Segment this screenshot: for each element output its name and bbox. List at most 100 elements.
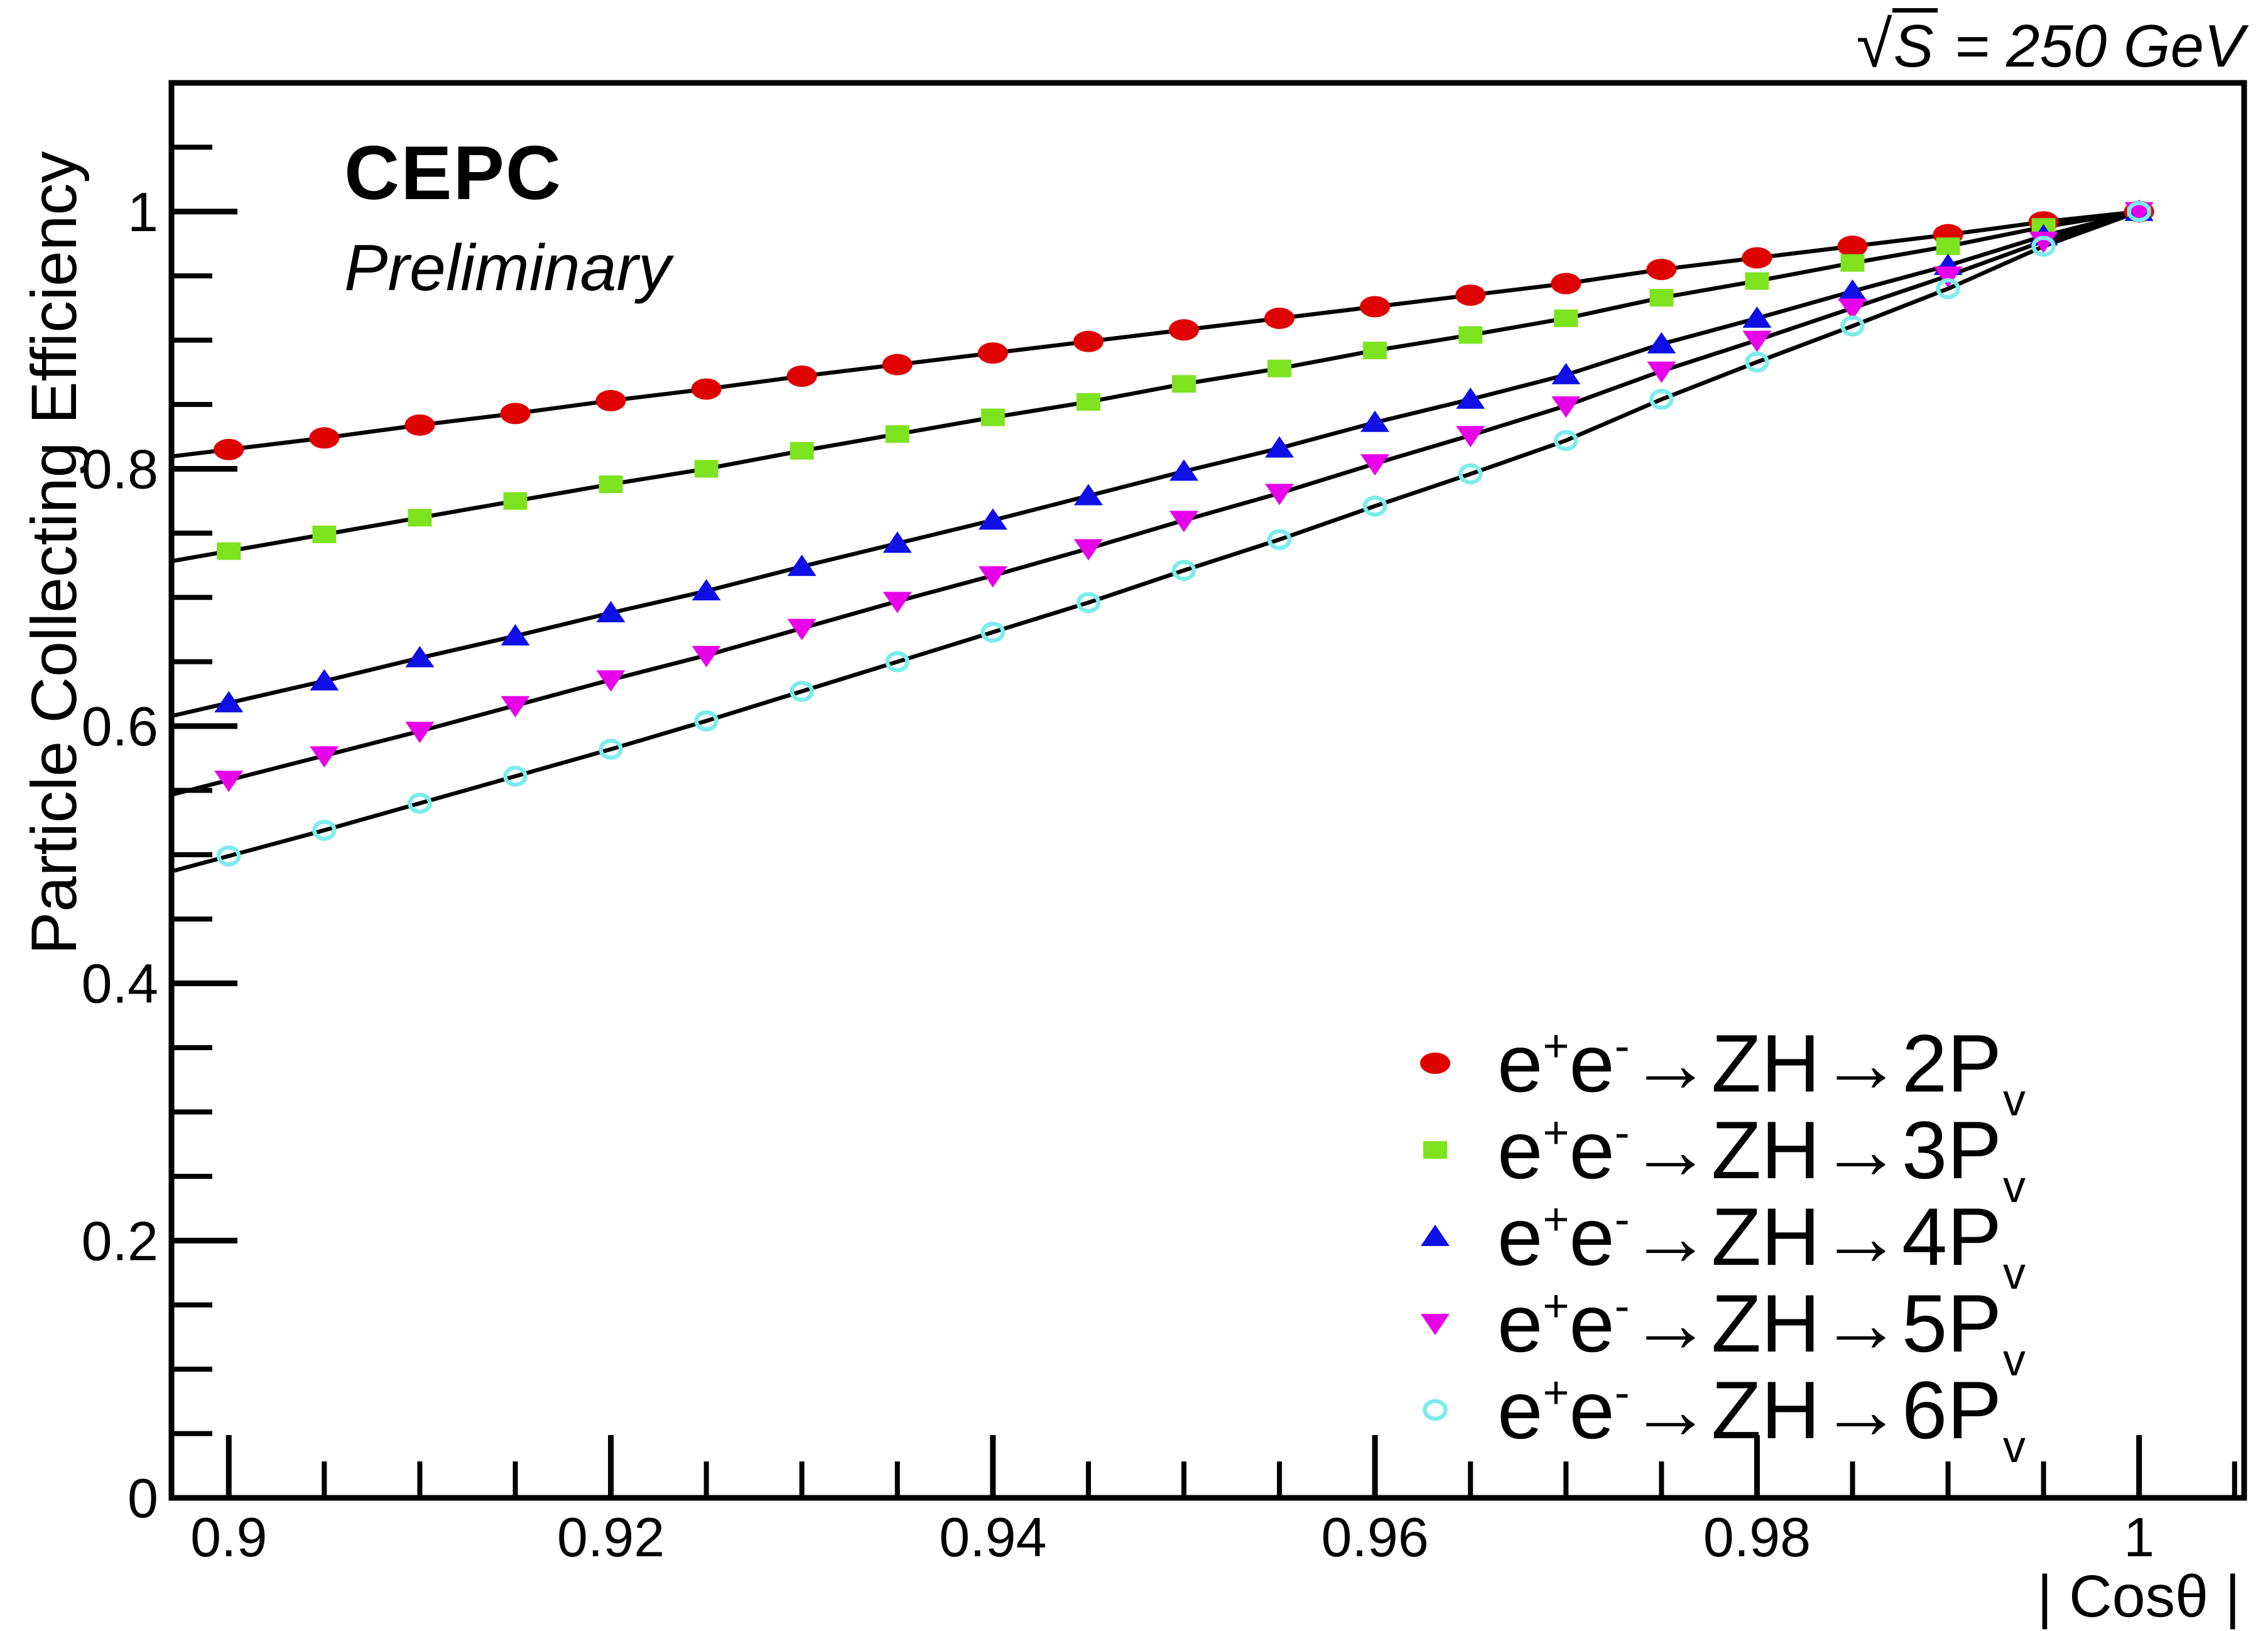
series-marker-2pv <box>786 365 817 387</box>
series-marker-5pv <box>1933 266 1963 288</box>
x-tick-label: 0.98 <box>1703 1506 1811 1568</box>
series-marker-2pv <box>1264 307 1295 329</box>
series-marker-3pv <box>1649 289 1674 307</box>
triangle-down-icon <box>1421 1314 1450 1335</box>
series-marker-5pv <box>1169 511 1198 533</box>
legend-item-2pv: e+e-→ZH→2Pv <box>1401 1017 2026 1125</box>
series-marker-4pv <box>1360 410 1390 432</box>
x-tick-label: 1 <box>2124 1506 2154 1568</box>
status-label: Preliminary <box>344 232 671 305</box>
series-marker-6pv <box>980 621 1006 643</box>
series-marker-6pv <box>1745 351 1769 373</box>
series-marker-2pv <box>1646 258 1677 280</box>
series-marker-5pv <box>1551 396 1581 418</box>
triangle-up-icon <box>1421 1225 1450 1246</box>
series-marker-5pv <box>787 619 817 641</box>
series-line-5pv <box>171 209 2140 797</box>
x-tick-label: 0.9 <box>190 1506 267 1568</box>
series-marker-2pv <box>595 389 626 411</box>
series-marker-6pv <box>1649 389 1674 410</box>
series-marker-4pv <box>1456 387 1485 409</box>
series-marker-3pv <box>1363 342 1387 360</box>
series-line-2pv <box>171 209 2140 459</box>
y-tick-label: 1 <box>128 181 158 243</box>
series-marker-3pv <box>1171 375 1196 393</box>
series-marker-5pv <box>405 722 435 744</box>
series-marker-2pv <box>404 414 435 436</box>
series-marker-4pv <box>501 624 530 646</box>
series-marker-4pv <box>787 555 817 577</box>
series-marker-2pv <box>214 438 244 460</box>
series-marker-6pv <box>2127 201 2151 222</box>
y-tick-label: 0.6 <box>82 695 158 757</box>
series-marker-2pv <box>1455 284 1486 306</box>
series-marker-5pv <box>978 566 1007 588</box>
series-marker-6pv <box>2031 236 2056 257</box>
series-marker-6pv <box>503 766 528 787</box>
series-marker-5pv <box>1838 298 1867 320</box>
series-marker-6pv <box>1171 560 1196 582</box>
experiment-label: CEPC <box>344 130 562 215</box>
series-marker-6pv <box>789 681 814 702</box>
legend-label: e+e-→ZH→4Pv <box>1497 1191 2026 1299</box>
energy-value: = 250 GeV <box>1937 13 2244 80</box>
series-marker-4pv <box>310 669 339 691</box>
series-marker-4pv <box>1647 332 1676 354</box>
series-marker-4pv <box>1838 279 1867 301</box>
energy-radicand: S <box>1892 8 1938 80</box>
series-marker-6pv <box>1936 278 1960 300</box>
series-marker-6pv <box>1267 529 1292 550</box>
series-marker-5pv <box>882 592 912 614</box>
energy-label: √S = 250 GeV <box>1857 8 2244 82</box>
x-tick-label: 0.94 <box>939 1506 1046 1568</box>
series-marker-4pv <box>405 646 435 668</box>
series-marker-6pv <box>216 845 241 867</box>
series-marker-5pv <box>1360 454 1390 476</box>
series-marker-3pv <box>1267 359 1292 377</box>
series-marker-3pv <box>1745 272 1769 290</box>
legend-item-5pv: e+e-→ZH→5Pv <box>1401 1277 2026 1385</box>
series-line-4pv <box>171 209 2140 718</box>
y-tick-label: 0 <box>128 1467 158 1529</box>
series-marker-6pv <box>408 793 432 814</box>
series-marker-5pv <box>214 771 244 793</box>
y-tick-label: 0.8 <box>82 438 158 500</box>
legend-label: e+e-→ZH→5Pv <box>1497 1277 2026 1385</box>
series-marker-2pv <box>500 403 531 425</box>
series-marker-6pv <box>885 651 910 673</box>
x-axis-title: | Cosθ | <box>2037 1563 2240 1630</box>
legend-label: e+e-→ZH→2Pv <box>1497 1017 2026 1125</box>
series-marker-2pv <box>691 378 722 400</box>
series-marker-6pv <box>1076 592 1101 614</box>
x-tick-label: 0.96 <box>1321 1506 1428 1568</box>
y-axis-title: Particle Collecting Efficiency <box>18 151 90 955</box>
series-marker-6pv <box>1458 463 1483 485</box>
series-marker-2pv <box>1551 273 1582 295</box>
series-marker-2pv <box>1837 236 1868 257</box>
series-marker-3pv <box>599 475 623 494</box>
series-marker-2pv <box>882 354 913 376</box>
series-marker-5pv <box>2029 231 2058 253</box>
series-marker-5pv <box>1456 426 1485 448</box>
series-marker-6pv <box>1840 315 1865 337</box>
series-marker-4pv <box>214 691 244 713</box>
series-marker-4pv <box>1073 484 1103 506</box>
series-marker-6pv <box>1362 496 1387 517</box>
series-marker-5pv <box>1265 484 1294 506</box>
series-marker-2pv <box>1360 296 1391 318</box>
y-tick-label: 0.2 <box>82 1210 158 1272</box>
series-marker-3pv <box>1458 326 1483 344</box>
series-marker-4pv <box>1742 306 1772 328</box>
series-marker-3pv <box>1840 254 1865 272</box>
legend-label: e+e-→ZH→3Pv <box>1497 1104 2026 1212</box>
series-marker-5pv <box>1073 539 1103 561</box>
series-marker-3pv <box>503 492 528 510</box>
series-marker-6pv <box>599 739 623 760</box>
series-marker-6pv <box>1554 430 1578 452</box>
series-marker-3pv <box>1076 393 1100 411</box>
series-marker-4pv <box>882 531 912 553</box>
series-marker-3pv <box>1554 309 1578 327</box>
legend-item-4pv: e+e-→ZH→4Pv <box>1401 1191 2026 1299</box>
series-marker-3pv <box>1936 237 1960 256</box>
